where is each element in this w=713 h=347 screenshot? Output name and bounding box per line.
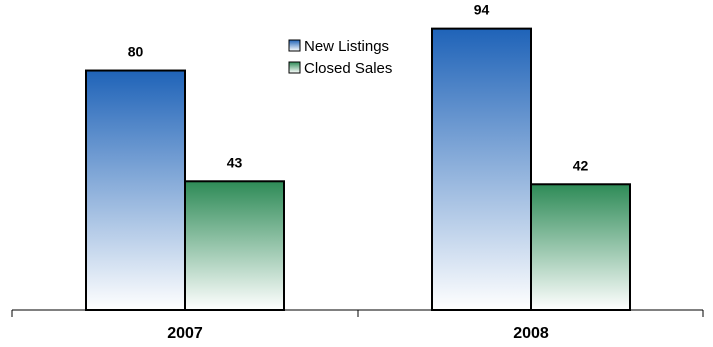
x-tick-label-2008: 2008	[513, 325, 549, 342]
data-label-2008-1: 42	[573, 157, 589, 173]
x-tick-label-2007: 2007	[167, 325, 203, 342]
data-label-2007-1: 43	[227, 154, 243, 170]
legend-swatch-1	[288, 61, 301, 74]
bars-layer: 80 43 94 42	[85, 2, 631, 312]
x-axis: 2007 2008	[11, 309, 704, 342]
data-label-2007-0: 80	[128, 44, 144, 60]
legend: New Listings Closed Sales	[288, 38, 392, 77]
legend-label-1: Closed Sales	[304, 60, 392, 77]
legend-label-0: New Listings	[304, 38, 389, 55]
legend-swatch-0	[288, 39, 301, 52]
bar-2007-0	[85, 69, 186, 311]
data-label-2008-0: 94	[474, 2, 490, 18]
bar-2008-1	[530, 183, 631, 312]
bar-2007-1	[184, 180, 285, 311]
bar-2008-0	[431, 27, 532, 312]
